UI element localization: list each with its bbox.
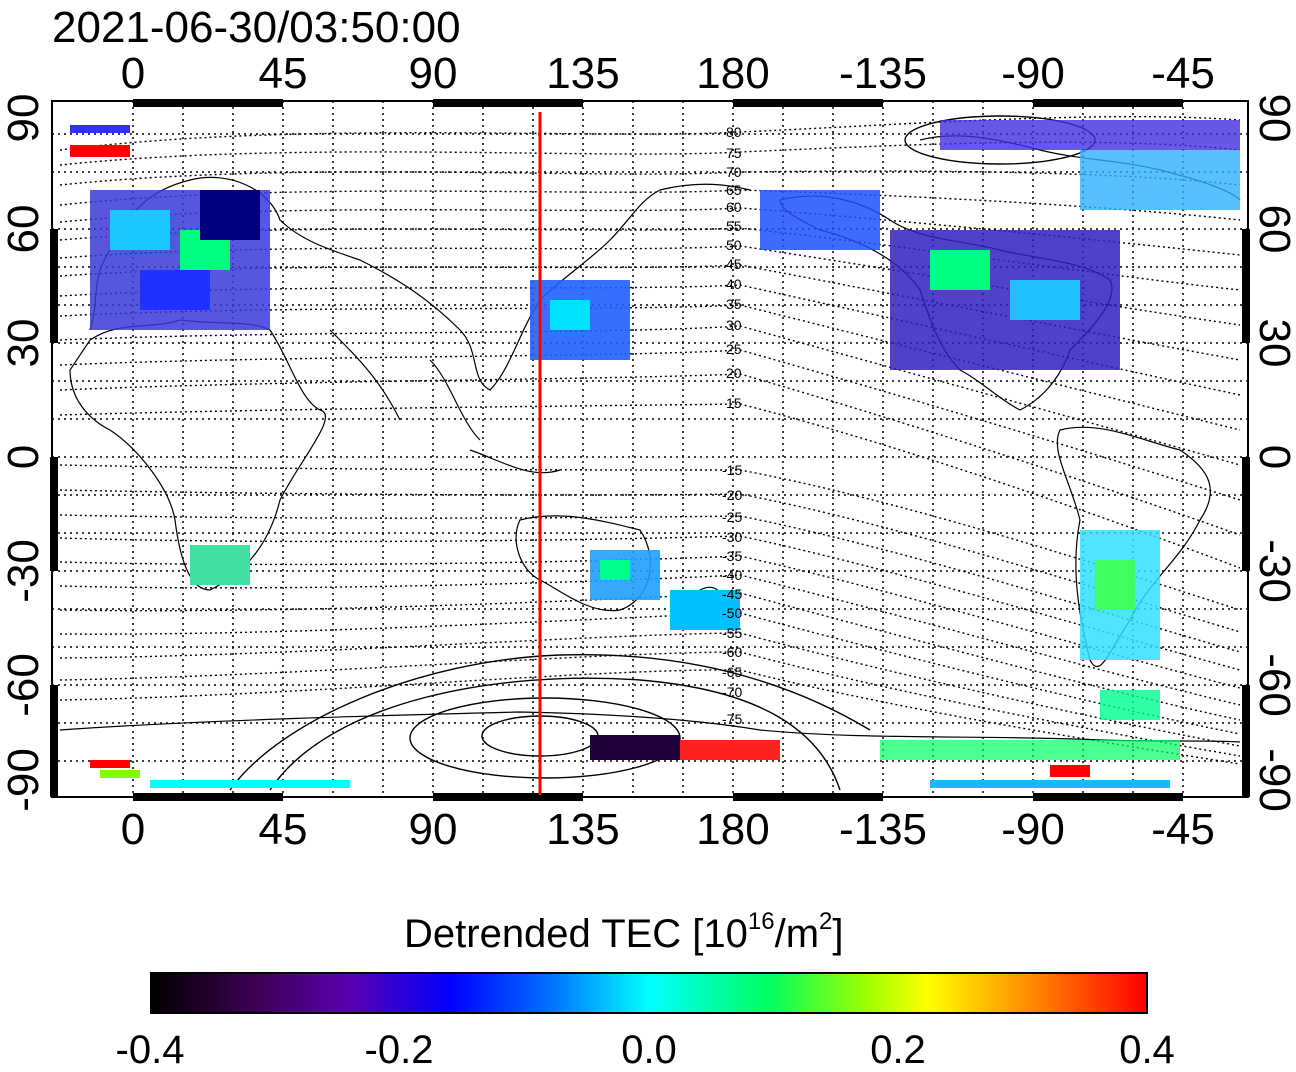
colorbar-tick: 0.4 [1119, 1028, 1175, 1072]
top-lon-tick: -90 [1001, 49, 1065, 98]
bottom-lon-tick: 180 [696, 805, 770, 854]
mlat-label: 45 [726, 256, 742, 272]
colorbar [150, 972, 1148, 1014]
mlat-label: -55 [722, 625, 743, 641]
bottom-lon-tick: 135 [546, 805, 620, 854]
mlat-label: -65 [722, 664, 743, 680]
mlat-label: 70 [726, 164, 742, 180]
left-lat-tick: -60 [0, 653, 48, 717]
left-lat-tick: -30 [0, 539, 48, 603]
bottom-lon-tick: 45 [258, 805, 308, 854]
right-lat-tick: -90 [1250, 748, 1296, 812]
tec-data-points [70, 120, 1240, 788]
mlat-label: 30 [726, 317, 742, 333]
mlat-label: 15 [726, 395, 742, 411]
right-lat-tick: -60 [1250, 653, 1296, 717]
colorbar-tick: 0.0 [621, 1028, 677, 1072]
mlat-label: -60 [722, 644, 743, 660]
mlat-label: -35 [722, 548, 743, 564]
top-lon-tick: 0 [120, 49, 146, 98]
mlat-label: -15 [722, 462, 743, 478]
mlat-label: 40 [726, 276, 742, 292]
right-lat-tick: 90 [1250, 93, 1296, 143]
top-lon-tick: 180 [696, 49, 770, 98]
mlat-label: -75 [722, 711, 743, 727]
right-lat-tick: -30 [1250, 539, 1296, 603]
top-lon-tick: -45 [1151, 49, 1215, 98]
left-lat-tick: 30 [0, 318, 48, 368]
left-lat-tick: 0 [0, 444, 48, 470]
bottom-lon-tick: -90 [1001, 805, 1065, 854]
colorbar-tick: -0.4 [115, 1028, 185, 1072]
bottom-lon-tick: 90 [408, 805, 458, 854]
top-lon-tick: 45 [258, 49, 308, 98]
right-lat-tick: 30 [1250, 318, 1296, 368]
mlat-label: 25 [726, 341, 742, 357]
timestamp: 2021-06-30/03:50:00 [52, 3, 461, 52]
left-lat-tick: -90 [0, 748, 48, 812]
bottom-lon-tick: -45 [1151, 805, 1215, 854]
colorbar-tick: -0.2 [364, 1028, 434, 1072]
top-lon-tick: 90 [408, 49, 458, 98]
mlat-label: -40 [722, 567, 743, 583]
left-lat-tick: 90 [0, 93, 48, 143]
mlat-label: -50 [722, 605, 743, 621]
colorbar-tick: 0.2 [870, 1028, 926, 1072]
mlat-label: 65 [726, 182, 742, 198]
mlat-label: 60 [726, 199, 742, 215]
mlat-label: 20 [726, 365, 742, 381]
mlat-label: -25 [722, 509, 743, 525]
bottom-lon-tick: -135 [838, 805, 928, 854]
mlat-label: -45 [722, 586, 743, 602]
left-lat-tick: 60 [0, 204, 48, 254]
mlat-label: 55 [726, 218, 742, 234]
bottom-lon-tick: 0 [120, 805, 146, 854]
mlat-label: 80 [726, 124, 742, 140]
mlat-label: -30 [722, 529, 743, 545]
mlat-label: 50 [726, 237, 742, 253]
frame-ticks [50, 99, 1250, 801]
right-lat-tick: 0 [1250, 444, 1296, 470]
right-lat-tick: 60 [1250, 204, 1296, 254]
mlat-label: -70 [722, 684, 743, 700]
mlat-label: 75 [726, 145, 742, 161]
top-lon-tick: -135 [838, 49, 928, 98]
mlat-label: 35 [726, 296, 742, 312]
mlat-label: -20 [722, 487, 743, 503]
top-lon-tick: 135 [546, 49, 620, 98]
colorbar-title: Detrended TEC [1016/m2] [404, 908, 844, 956]
